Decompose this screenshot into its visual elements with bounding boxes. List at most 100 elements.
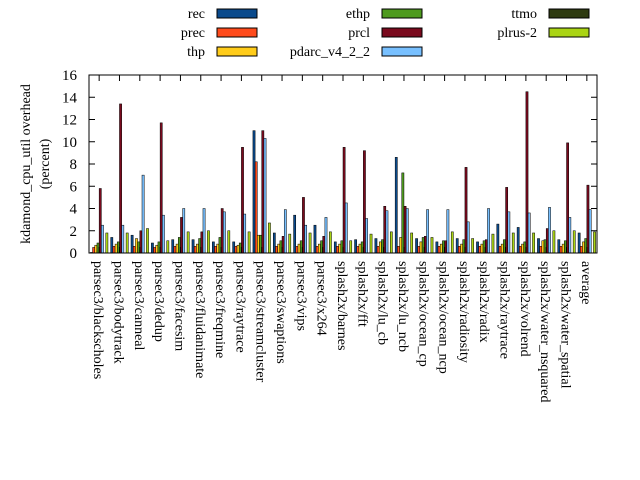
bar-thp-splash2x-lu-ncb (399, 237, 403, 254)
bar-prcl-splash2x-fft (363, 150, 366, 254)
bar-prcl-splash2x-raytrace (505, 187, 509, 254)
y-tick-label: 8 (70, 157, 78, 173)
bar-pdarc-v4-2-2-splash2x-lu-ncb (405, 208, 409, 254)
bar-prcl-splash2x-radiosity (464, 167, 468, 254)
bar-prec-parsec3-blackscholes (92, 247, 96, 254)
bar-rec-parsec3-raytrace (232, 241, 236, 254)
bar-rec-splash2x-volrend (516, 227, 520, 254)
x-tick-label-splash2x-barnes: splash2x/barnes (334, 261, 349, 350)
axes: 0 2 4 6 8 10 12 14 16 parsec3/blackscholes parsec3… (62, 68, 598, 403)
legend-swatch-pdarc-v4-2-2 (381, 46, 423, 57)
bar-prec-parsec3-streamcluster (254, 161, 258, 254)
legend-label-prcl: prcl (348, 26, 370, 41)
bar-thp-parsec3-dedup (155, 244, 159, 254)
bar-thp-parsec3-blackscholes (94, 244, 98, 254)
bar-pdarc-v4-2-2-parsec3-fluidanimate (202, 208, 206, 254)
bar-plrus-2-parsec3-bodytrack (125, 232, 129, 254)
bar-prcl-parsec3-streamcluster (261, 130, 265, 254)
bar-plrus-2-parsec3-vips (308, 232, 312, 254)
y-tick-label: 2 (70, 224, 78, 240)
bar-prec-splash2x-radiosity (458, 246, 461, 254)
bar-plrus-2-parsec3-dedup (166, 240, 170, 254)
bar-pdarc-v4-2-2-parsec3-dedup (162, 214, 165, 254)
bar-prec-parsec3-swaptions (275, 246, 278, 254)
bar-pdarc-v4-2-2-splash2x-water-nsquared (548, 207, 551, 254)
x-tick-label-parsec3-vips: parsec3/vips (293, 261, 308, 331)
bar-thp-splash2x-ocean-ncp (439, 243, 443, 254)
bar-plrus-2-parsec3-raytrace (247, 231, 251, 254)
bar-thp-parsec3-facesim (175, 243, 179, 254)
x-tick-label-splash2x-ocean-cp: splash2x/ocean_cp (415, 261, 430, 367)
bar-rec-splash2x-barnes (333, 241, 337, 254)
bar-thp-parsec3-bodytrack (114, 243, 118, 254)
bar-rec-splash2x-radix (476, 241, 479, 254)
y-axis-label: kdamond_cpu_util overhead (percent) (19, 84, 53, 244)
bar-plrus-2-parsec3-swaptions (288, 233, 292, 254)
bar-prcl-parsec3-blackscholes (98, 188, 102, 254)
bar-prec-parsec3-bodytrack (112, 246, 116, 254)
bar-prec-splash2x-fft (356, 246, 360, 254)
bar-thp-splash2x-lu-cb (378, 241, 382, 254)
bar-pdarc-v4-2-2-splash2x-raytrace (507, 211, 511, 254)
x-tick-label-splash2x-lu-ncb: splash2x/lu_ncb (395, 261, 410, 352)
bar-prec-splash2x-ocean-ncp (437, 246, 441, 254)
legend-swatch-prec (216, 27, 258, 38)
bar-rec-parsec3-vips (293, 214, 297, 254)
legend-label-rec: rec (188, 7, 205, 22)
bar-rec-parsec3-swaptions (272, 232, 276, 254)
bar-plrus-2-parsec3-blackscholes (105, 232, 109, 254)
bar-thp-parsec3-streamcluster (257, 234, 260, 254)
bar-rec-parsec3-streamcluster (252, 130, 256, 254)
legend-label-ethp: ethp (346, 7, 370, 22)
bar-prec-splash2x-ocean-cp (417, 246, 421, 254)
bar-prcl-splash2x-volrend (525, 91, 529, 254)
bar-plrus-2-splash2x-volrend (532, 232, 535, 254)
x-tick-label-parsec3-fluidanimate: parsec3/fluidanimate (192, 261, 207, 378)
legend-swatch-prcl (381, 27, 423, 38)
x-tick-label-splash2x-water-spatial: splash2x/water_spatial (558, 261, 573, 389)
bar-rec-parsec3-x264 (313, 224, 317, 254)
bar-rec-splash2x-raytrace (496, 223, 500, 254)
x-tick-label-parsec3-freqmine: parsec3/freqmine (212, 261, 227, 358)
bar-prec-parsec3-canneal (132, 246, 136, 254)
x-tick-label-splash2x-radiosity: splash2x/radiosity (456, 261, 471, 363)
y-tick-label: 14 (62, 90, 78, 106)
bar-prec-parsec3-raytrace (234, 246, 238, 254)
x-tick-label-parsec3-streamcluster: parsec3/streamcluster (253, 261, 268, 383)
bar-prec-splash2x-lu-cb (376, 246, 380, 254)
legend-label-ttmo: ttmo (511, 7, 537, 22)
x-tick-label-splash2x-radix: splash2x/radix (476, 261, 491, 343)
bar-rec-parsec3-freqmine (212, 241, 215, 254)
y-tick-label: 0 (70, 246, 78, 262)
bar-pdarc-v4-2-2-splash2x-ocean-ncp (446, 209, 450, 254)
bar-plrus-2-splash2x-water-spatial (572, 230, 576, 254)
legend-swatch-plrus-2 (548, 27, 590, 38)
bar-prec-splash2x-radix (478, 246, 482, 254)
bar-pdarc-v4-2-2-parsec3-freqmine (223, 211, 226, 254)
x-tick-label-parsec3-x264: parsec3/x264 (314, 261, 329, 336)
bar-rec-parsec3-dedup (151, 242, 154, 254)
legend-label-plrus-2: plrus-2 (497, 26, 537, 41)
bars (90, 91, 596, 254)
bar-thp-splash2x-water-spatial (561, 243, 565, 254)
bar-plrus-2-splash2x-radiosity (471, 238, 474, 254)
bar-plrus-2-splash2x-ocean-cp (430, 237, 434, 254)
bar-thp-splash2x-water-nsquared (541, 240, 545, 254)
bar-prec-splash2x-raytrace (498, 246, 502, 254)
bar-thp-splash2x-radiosity (460, 243, 463, 254)
bar-prec-splash2x-water-nsquared (539, 246, 543, 254)
bar-thp-splash2x-raytrace (500, 243, 504, 254)
bar-thp-splash2x-radix (480, 243, 484, 254)
bar-prec-parsec3-facesim (173, 246, 177, 254)
y-tick-label: 10 (62, 135, 77, 151)
bar-prcl-splash2x-lu-ncb (403, 206, 407, 254)
bar-plrus-2-splash2x-lu-ncb (410, 232, 414, 254)
bar-rec-splash2x-ocean-ncp (435, 241, 439, 254)
bar-pdarc-v4-2-2-splash2x-radix (487, 208, 490, 254)
y-tick-label: 16 (62, 68, 78, 84)
bar-pdarc-v4-2-2-parsec3-bodytrack (121, 224, 125, 254)
bar-ethp-splash2x-lu-ncb (401, 172, 405, 254)
x-tick-label-splash2x-ocean-ncp: splash2x/ocean_ncp (436, 261, 451, 374)
bar-pdarc-v4-2-2-average (588, 209, 592, 254)
bar-rec-average (577, 232, 581, 254)
